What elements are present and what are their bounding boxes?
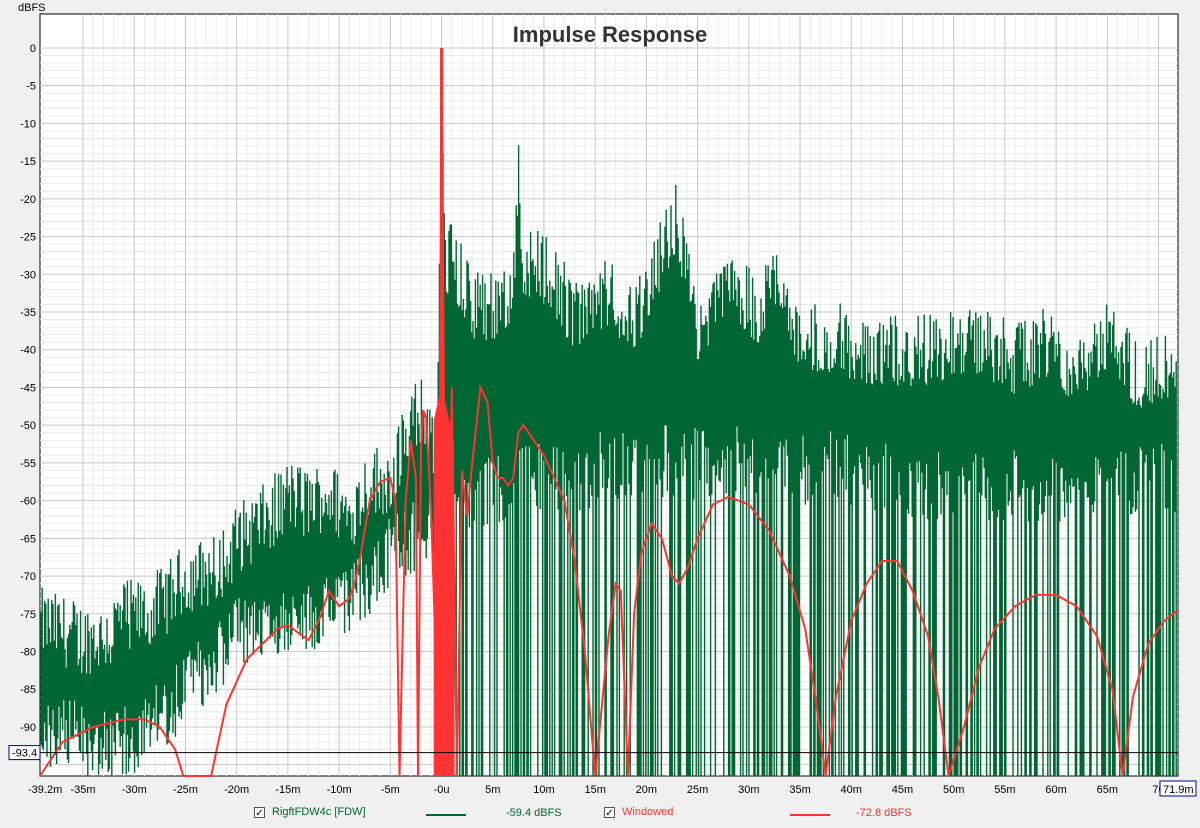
legend-swatch-windowed bbox=[790, 814, 830, 816]
y-tick-label: -35 bbox=[20, 307, 36, 319]
y-tick-label: -70 bbox=[20, 571, 36, 583]
x-tick-label: 20m bbox=[636, 784, 657, 796]
cursor-value-box bbox=[8, 745, 41, 761]
trace-windowed bbox=[39, 47, 1179, 777]
x-tick-label: 45m bbox=[892, 784, 913, 796]
x-tick-label: 40m bbox=[841, 784, 862, 796]
cursor-layer: -93.4 bbox=[8, 745, 1178, 761]
legend-checkbox-rigftfdw4c[interactable]: ✓ bbox=[254, 806, 265, 819]
x-tick-label: 25m bbox=[687, 784, 708, 796]
y-tick-label: -60 bbox=[20, 496, 36, 508]
legend-value-rigftfdw4c: -59.4 dBFS bbox=[506, 807, 562, 819]
y-tick-label: -10 bbox=[20, 118, 36, 130]
x-tick-label: 50m bbox=[943, 784, 964, 796]
y-tick-label: -45 bbox=[20, 382, 36, 394]
series-windowed bbox=[39, 47, 1179, 777]
y-tick-label: -40 bbox=[20, 345, 36, 357]
x-tick-label: 5m bbox=[485, 784, 500, 796]
y-tick-label: -30 bbox=[20, 269, 36, 281]
cursor-value-label: -93.4 bbox=[12, 748, 37, 760]
y-tick-label: -20 bbox=[20, 194, 36, 206]
x-tick-label: -30m bbox=[122, 784, 147, 796]
x-tick-label: -5m bbox=[381, 784, 400, 796]
trace-rigftfdw4c bbox=[40, 71, 1177, 776]
x-tick-label: -15m bbox=[275, 784, 300, 796]
x-tick-label: 60m bbox=[1045, 784, 1066, 796]
x-tick-label: -10m bbox=[327, 784, 352, 796]
x-tick-label: -39.2m bbox=[28, 784, 62, 796]
legend-checkbox-windowed[interactable]: ✓ bbox=[604, 806, 615, 819]
legend-value-windowed: -72.8 dBFS bbox=[856, 807, 912, 819]
trace-windowed-impulse bbox=[433, 388, 455, 776]
y-tick-label: -75 bbox=[20, 609, 36, 621]
x-tick-label: 10m bbox=[533, 784, 554, 796]
x-tick-label: 35m bbox=[789, 784, 810, 796]
chart-title: Impulse Response bbox=[513, 22, 707, 47]
x-tick-label: -35m bbox=[70, 784, 95, 796]
y-tick-label: -50 bbox=[20, 420, 36, 432]
y-tick-label: 0 bbox=[30, 43, 36, 55]
x-tick-label: -20m bbox=[224, 784, 249, 796]
y-tick-label: -55 bbox=[20, 458, 36, 470]
x-end-value-box bbox=[1159, 780, 1197, 797]
y-tick-label: -5 bbox=[26, 81, 36, 93]
x-tick-label: 15m bbox=[584, 784, 605, 796]
y-tick-label: -15 bbox=[20, 156, 36, 168]
legend-item-windowed[interactable]: ✓ Windowed bbox=[604, 806, 674, 819]
y-tick-label: -80 bbox=[20, 647, 36, 659]
x-tick-label: 65m bbox=[1097, 784, 1118, 796]
x-tick-label: -25m bbox=[173, 784, 198, 796]
legend: ✓ RigftFDW4c [FDW] -59.4 dBFS ✓ Windowed… bbox=[0, 804, 1200, 824]
x-tick-label: -0u bbox=[434, 784, 450, 796]
legend-label-rigftfdw4c: RigftFDW4c [FDW] bbox=[272, 806, 366, 818]
x-end-value-label: 71.9m bbox=[1163, 784, 1194, 796]
x-axis-ticks: -39.2m -35m -30m -25m -20m -15m -10m -5m -0u 5m 10… bbox=[28, 780, 1197, 797]
y-tick-label: -25 bbox=[20, 232, 36, 244]
y-tick-label: -90 bbox=[20, 722, 36, 734]
y-tick-label: -85 bbox=[20, 684, 36, 696]
legend-label-windowed: Windowed bbox=[622, 806, 674, 818]
y-tick-label: -65 bbox=[20, 533, 36, 545]
legend-item-rigftfdw4c[interactable]: ✓ RigftFDW4c [FDW] bbox=[254, 806, 366, 819]
legend-swatch-rigftfdw4c bbox=[426, 814, 466, 816]
y-axis-ticks: 0 -5 -10 -15 -20 -25 -30 -35 -40 -45 -50 -55 -60 -65 -… bbox=[20, 43, 36, 734]
y-axis-label: dBFS bbox=[18, 2, 46, 14]
x-tick-label: 55m bbox=[994, 784, 1015, 796]
x-tick-label: 30m bbox=[738, 784, 759, 796]
